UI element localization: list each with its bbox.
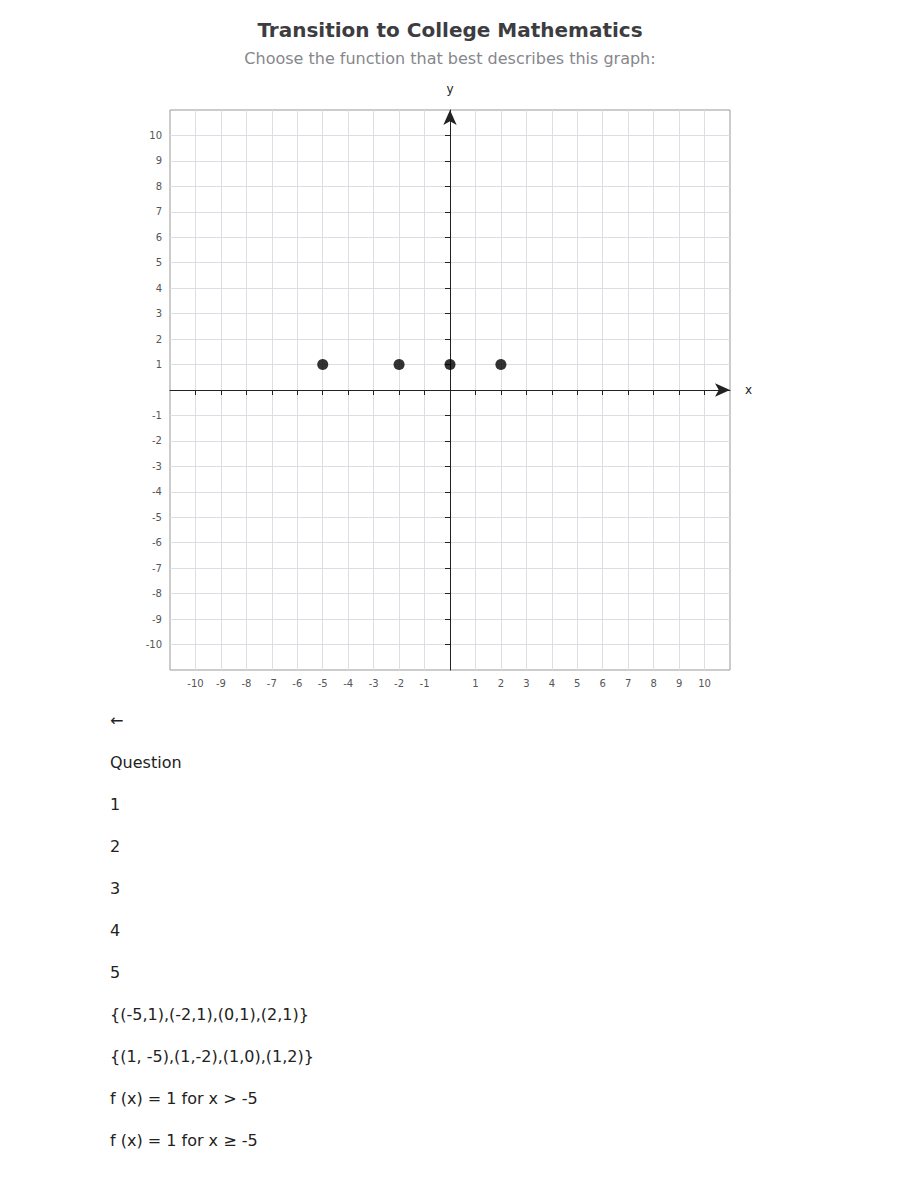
svg-text:{(1, -5),(1,-2),(1,0),(1,2)}: {(1, -5),(1,-2),(1,0),(1,2)} (110, 1047, 314, 1066)
svg-text:-10: -10 (146, 639, 162, 650)
svg-text:-1: -1 (152, 410, 162, 421)
svg-text:2: 2 (110, 837, 120, 856)
svg-text:5: 5 (574, 678, 580, 689)
svg-text:f (x) = 1 for x ≥ -5: f (x) = 1 for x ≥ -5 (110, 1131, 258, 1150)
svg-text:-8: -8 (152, 588, 162, 599)
svg-text:3: 3 (110, 879, 120, 898)
svg-text:{(-5,1),(-2,1),(0,1),(2,1)}: {(-5,1),(-2,1),(0,1),(2,1)} (110, 1005, 309, 1024)
svg-text:8: 8 (650, 678, 656, 689)
svg-text:9: 9 (156, 155, 162, 166)
svg-text:-1: -1 (420, 678, 430, 689)
svg-text:-9: -9 (216, 678, 226, 689)
svg-text:-7: -7 (152, 563, 162, 574)
svg-text:-6: -6 (292, 678, 302, 689)
svg-text:1: 1 (110, 795, 120, 814)
svg-text:5: 5 (110, 963, 120, 982)
svg-text:-2: -2 (394, 678, 404, 689)
svg-text:7: 7 (156, 206, 162, 217)
svg-text:1: 1 (472, 678, 478, 689)
svg-text:-3: -3 (369, 678, 379, 689)
svg-text:-9: -9 (152, 614, 162, 625)
svg-text:-5: -5 (152, 512, 162, 523)
svg-text:-3: -3 (152, 461, 162, 472)
svg-text:-6: -6 (152, 537, 162, 548)
svg-text:-8: -8 (241, 678, 251, 689)
svg-text:4: 4 (549, 678, 555, 689)
svg-text:6: 6 (156, 232, 162, 243)
svg-text:6: 6 (600, 678, 606, 689)
svg-text:3: 3 (523, 678, 529, 689)
svg-text:10: 10 (149, 130, 162, 141)
svg-text:-5: -5 (318, 678, 328, 689)
svg-text:Choose the function that best: Choose the function that best describes … (244, 49, 655, 68)
svg-text:7: 7 (625, 678, 631, 689)
svg-text:-4: -4 (343, 678, 353, 689)
svg-text:-4: -4 (152, 486, 162, 497)
svg-text:-7: -7 (267, 678, 277, 689)
svg-text:-2: -2 (152, 435, 162, 446)
svg-text:Question: Question (110, 753, 182, 772)
svg-text:2: 2 (156, 334, 162, 345)
svg-text:4: 4 (156, 283, 162, 294)
svg-text:x: x (745, 383, 752, 397)
svg-text:f (x) = 1 for x > -5: f (x) = 1 for x > -5 (110, 1089, 258, 1108)
svg-text:10: 10 (698, 678, 711, 689)
svg-text:8: 8 (156, 181, 162, 192)
svg-text:Transition to College Mathemat: Transition to College Mathematics (257, 18, 642, 42)
svg-text:-10: -10 (187, 678, 203, 689)
svg-text:1: 1 (156, 359, 162, 370)
svg-text:9: 9 (676, 678, 682, 689)
svg-text:y: y (446, 82, 453, 96)
svg-text:4: 4 (110, 921, 120, 940)
svg-text:3: 3 (156, 308, 162, 319)
svg-text:←: ← (110, 711, 123, 730)
svg-text:5: 5 (156, 257, 162, 268)
svg-text:2: 2 (498, 678, 504, 689)
